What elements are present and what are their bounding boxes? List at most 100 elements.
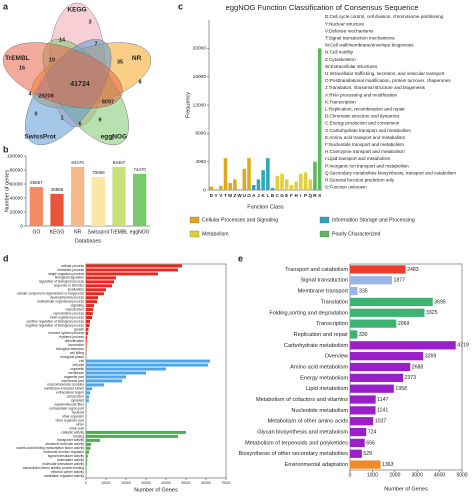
- legend-label: Poorly Characterized: [332, 231, 381, 237]
- x-tick-label: 1000: [367, 472, 378, 478]
- x-tick-label: eggNOG: [130, 229, 150, 235]
- class-description: J:Translation, ribosomal structure and b…: [325, 85, 426, 90]
- x-tick-label: 10000: [101, 481, 110, 485]
- set-name: NR: [132, 55, 142, 62]
- bar: [350, 319, 397, 328]
- y-tick-label: 0: [20, 223, 23, 229]
- bar: [350, 438, 365, 448]
- y-tick-label: 4000: [195, 159, 206, 165]
- class-description: T:Signal transduction mechanisms: [325, 36, 395, 41]
- category-label: Replication and repair: [294, 332, 349, 338]
- x-tick-label: Y: [215, 193, 218, 198]
- category-label: single-organism process: [48, 272, 84, 276]
- bar: [266, 158, 270, 190]
- bar: [86, 379, 122, 383]
- region-count: 1: [60, 115, 63, 121]
- class-description: U:Intracellular trafficking, secretion, …: [325, 71, 445, 76]
- value-label: 2688: [412, 364, 424, 370]
- bar: [86, 343, 87, 347]
- category-label: cellular process: [61, 264, 84, 268]
- panel-letter: c: [178, 1, 183, 11]
- category-label: electron carrier activity: [51, 470, 84, 474]
- class-description: E:Amino acid transport and metabolism: [325, 135, 405, 140]
- bar: [270, 187, 275, 190]
- category-label: regulation of biological process: [39, 280, 85, 284]
- value-label: 1363: [382, 462, 394, 468]
- x-tick-label: D: [210, 193, 214, 198]
- bar: [350, 406, 376, 415]
- bar: [256, 179, 261, 190]
- class-description: W:Extracellular structures: [325, 64, 378, 69]
- x-tick-label: C: [276, 193, 280, 198]
- category-label: Transport and catabolism: [285, 267, 348, 273]
- x-tick-label: F: [290, 193, 293, 198]
- value-label: 2483: [407, 267, 419, 273]
- bar: [350, 330, 358, 339]
- bar: [317, 48, 322, 191]
- category-label: biological phase: [60, 355, 84, 359]
- y-tick-label: 100000: [7, 153, 23, 159]
- category-label: rhythmic process: [59, 335, 84, 339]
- class-description: I:Lipid transport and metabolism: [325, 156, 391, 161]
- x-tick-label: W: [237, 193, 242, 198]
- class-description: D:Cell cycle control, cell division, chr…: [325, 14, 444, 19]
- class-description: C:Energy production and conversion: [325, 121, 400, 126]
- category-label: Folding,sorting and degradation: [269, 310, 348, 316]
- x-tick-label: K: [261, 193, 265, 198]
- category-label: biological regulation: [55, 276, 84, 280]
- value-label: 84470: [71, 160, 84, 165]
- bar: [350, 460, 381, 469]
- region-count: 8: [138, 79, 141, 85]
- bar: [86, 284, 112, 288]
- category-label: binding: [73, 434, 84, 438]
- chart-title: eggNOG Function Classification of Consen…: [226, 3, 419, 12]
- category-label: cell killing: [70, 351, 84, 355]
- region-count: 4: [28, 91, 32, 97]
- value-label: 330: [359, 332, 368, 338]
- category-label: growth: [74, 327, 84, 331]
- value-label: 1958: [395, 386, 407, 392]
- y-axis-label: Number of genes: [4, 170, 10, 212]
- legend-label: Metabolism: [202, 231, 229, 237]
- bar: [86, 296, 98, 300]
- x-tick-label: KEGG: [50, 229, 65, 235]
- category-label: metabolic process: [57, 268, 84, 272]
- bar: [294, 181, 298, 190]
- bar: [308, 179, 313, 190]
- class-description: L:Replication, recombination and repair: [325, 107, 405, 112]
- legend-swatch: [319, 216, 330, 224]
- category-label: nucleoid: [72, 410, 84, 414]
- bar: [86, 399, 89, 403]
- bar: [86, 331, 88, 335]
- bar: [133, 173, 147, 226]
- category-label: reproduction: [66, 307, 84, 311]
- value-label: 55657: [30, 180, 43, 185]
- category-label: developmental process: [50, 296, 84, 300]
- x-axis-label: Number of Genes: [384, 486, 428, 492]
- bar: [350, 449, 362, 458]
- x-tick-label: A: [252, 193, 256, 198]
- category-label: cell: [79, 359, 84, 363]
- x-tick-label: L: [266, 193, 269, 198]
- x-tick-label: 20000: [121, 481, 130, 485]
- x-tick-label: 5000: [456, 472, 467, 478]
- bar: [350, 417, 374, 426]
- x-tick-label: Q: [308, 193, 312, 198]
- category-label: Overview: [325, 354, 349, 360]
- bar: [86, 288, 106, 292]
- plot-frame: [85, 263, 227, 479]
- x-tick-label: M: [228, 193, 232, 198]
- region-count: 16: [19, 65, 25, 71]
- x-tick-label: H: [294, 193, 298, 198]
- value-label: 3269: [425, 354, 437, 360]
- class-description: P:Inorganic ion transport and metabolism: [325, 163, 409, 168]
- category-label: locomotion: [68, 343, 84, 347]
- category-label: Membrane transport: [298, 289, 349, 295]
- value-label: 656: [366, 440, 375, 446]
- value-label: 529: [363, 451, 372, 457]
- category-label: signal transducer activity: [48, 454, 84, 458]
- value-label: 3695: [434, 299, 446, 305]
- category-label: transcription factor activity, protein b…: [23, 466, 84, 470]
- category-label: Energy metabolism: [300, 375, 348, 381]
